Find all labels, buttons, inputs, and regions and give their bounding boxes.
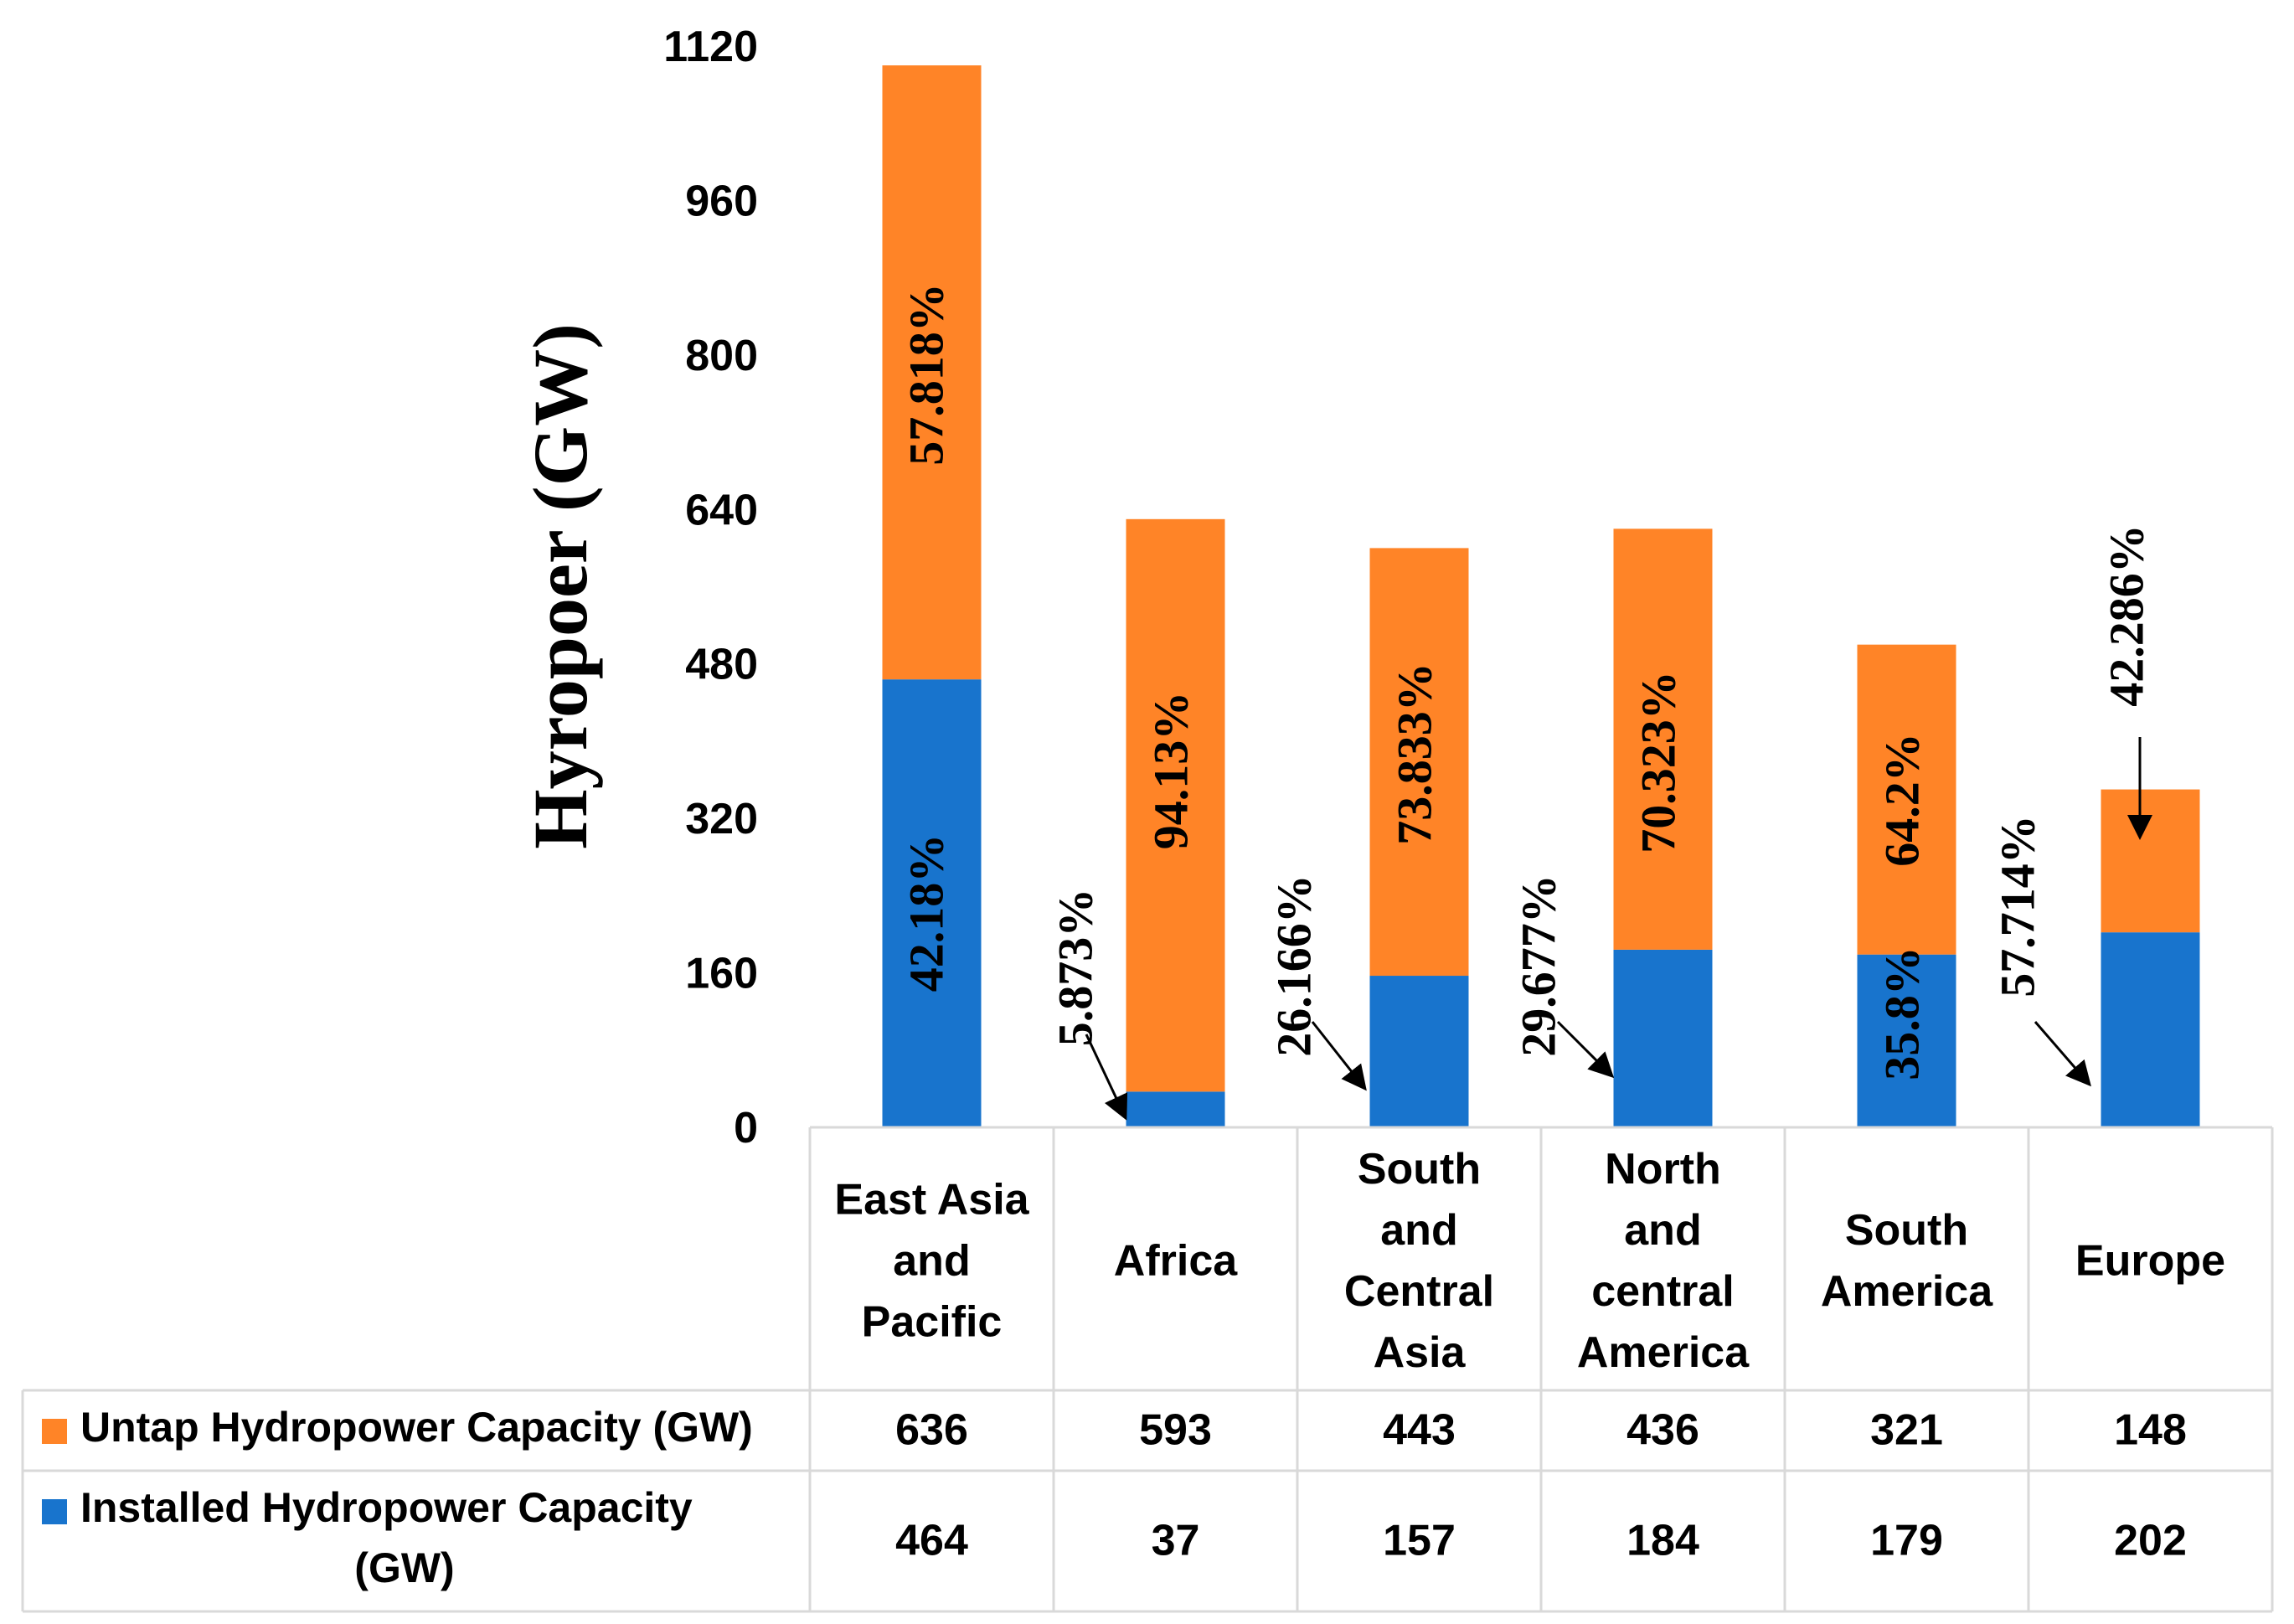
y-axis-label: Hyropoer (GW): [518, 323, 603, 849]
bar-untapped: [1857, 644, 1956, 955]
pct-label-untapped: 42.286%: [2099, 524, 2153, 707]
table-value-cell: 148: [2114, 1406, 2187, 1455]
label-pointer-arrow: [1085, 1034, 1128, 1121]
pct-label-untapped: 70.323%: [1631, 671, 1685, 853]
legend-label: (GW): [354, 1544, 454, 1591]
legend-label: Installed Hydropower Capacity: [80, 1484, 693, 1531]
bar-installed: [1857, 954, 1956, 1127]
bar-untapped: [1369, 548, 1469, 977]
table-value-cell: 593: [1139, 1406, 1212, 1455]
pct-label-installed: 29.677%: [1511, 874, 1565, 1057]
pct-label-untapped: 64.2%: [1874, 733, 1929, 867]
category-label: central: [1591, 1267, 1735, 1316]
category-label: and: [893, 1237, 970, 1286]
category-label: East Asia: [834, 1176, 1029, 1224]
category-label: and: [1624, 1206, 1701, 1255]
pct-label-untapped: 57.818%: [899, 283, 953, 466]
y-tick-label: 960: [685, 177, 758, 225]
y-tick-label: 480: [685, 641, 758, 689]
label-pointer-arrow: [1311, 1021, 1367, 1091]
table-value-cell: 443: [1383, 1406, 1456, 1455]
y-tick-label: 800: [685, 332, 758, 380]
y-tick-label: 640: [685, 486, 758, 534]
category-label: Central: [1344, 1267, 1494, 1316]
pct-label-installed: 57.714%: [1990, 815, 2044, 998]
y-tick-label: 320: [685, 795, 758, 843]
legend-swatch: [42, 1499, 67, 1524]
bar-installed: [2101, 932, 2200, 1127]
bar-untapped: [1126, 518, 1225, 1092]
category-label: South: [1845, 1206, 1968, 1255]
table-value-cell: 321: [1870, 1406, 1943, 1455]
table-value-cell: 179: [1870, 1517, 1943, 1565]
bar-installed: [882, 679, 982, 1127]
bar-installed: [1126, 1091, 1225, 1127]
pct-label-installed: 35.8%: [1874, 946, 1929, 1080]
table-value-cell: 37: [1152, 1517, 1200, 1565]
pct-label-installed: 42.18%: [899, 834, 953, 992]
category-label: South: [1358, 1145, 1481, 1194]
bar-installed: [1369, 976, 1469, 1127]
category-label: Pacific: [862, 1298, 1003, 1347]
table-value-cell: 157: [1383, 1517, 1456, 1565]
legend-label: Untap Hydropower Capacity (GW): [80, 1404, 753, 1451]
pct-label-untapped: 94.13%: [1143, 692, 1198, 850]
category-label: and: [1380, 1206, 1457, 1255]
table-value-cell: 464: [895, 1517, 968, 1565]
category-label: North: [1605, 1145, 1721, 1194]
pct-label-installed: 5.873%: [1048, 889, 1102, 1047]
table-value-cell: 184: [1626, 1517, 1699, 1565]
category-label: Africa: [1114, 1237, 1238, 1286]
label-pointer-arrow: [1556, 1020, 1615, 1079]
bar-untapped: [1613, 528, 1713, 950]
category-label: America: [1577, 1328, 1750, 1377]
category-label: America: [1821, 1267, 1993, 1316]
bar-untapped: [882, 65, 982, 680]
y-tick-label: 1120: [663, 23, 758, 71]
bar-installed: [1613, 949, 1713, 1127]
table-value-cell: 202: [2114, 1517, 2187, 1565]
bar-untapped: [2101, 789, 2200, 933]
category-label: Europe: [2075, 1237, 2225, 1286]
pct-label-installed: 26.166%: [1266, 874, 1321, 1057]
table-value-cell: 436: [1626, 1406, 1699, 1455]
label-pointer-arrow: [2034, 1021, 2091, 1087]
pct-label-untapped: 73.833%: [1387, 662, 1441, 845]
table-value-cell: 636: [895, 1406, 968, 1455]
y-tick-label: 160: [685, 950, 758, 998]
category-label: Asia: [1374, 1328, 1467, 1377]
legend-swatch: [42, 1419, 67, 1444]
y-tick-label: 0: [734, 1104, 758, 1152]
